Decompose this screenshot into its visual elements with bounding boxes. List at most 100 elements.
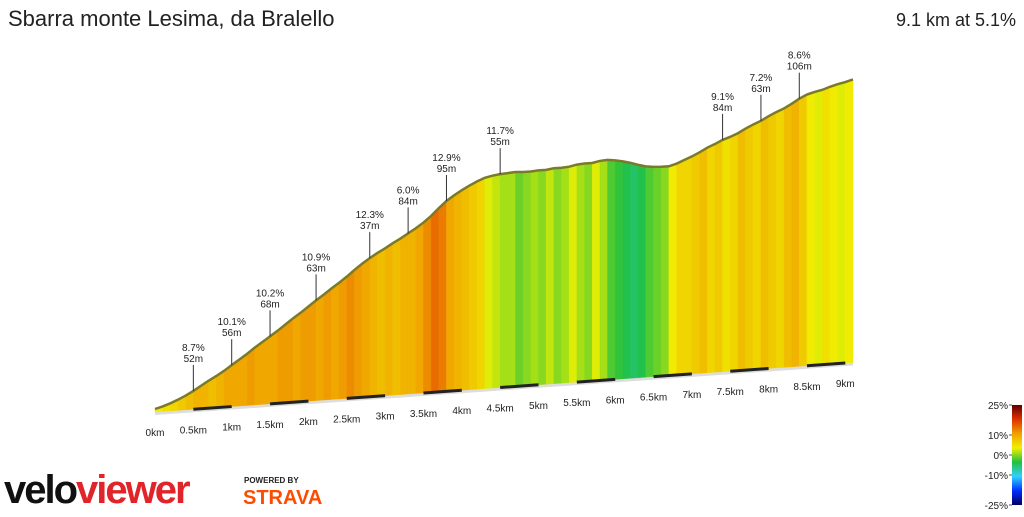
x-tick-label: 2.5km (333, 414, 360, 425)
x-tick-label: 8.5km (793, 382, 820, 393)
gradient-segment (492, 173, 501, 389)
gradient-segment (515, 171, 524, 387)
gradient-segment (499, 172, 509, 388)
gradient-segment (346, 269, 355, 399)
gradient-segment (822, 86, 831, 365)
gradient-segment (745, 124, 754, 371)
tick-mark (423, 388, 462, 395)
gradient-segment (615, 160, 624, 380)
annotation-gradient: 8.7% (182, 343, 205, 354)
gradient-segment (415, 222, 424, 394)
gradient-segment (799, 94, 808, 367)
gradient-segment (538, 169, 547, 386)
annotation-length: 84m (713, 103, 732, 114)
gradient-segment (323, 288, 332, 401)
tick-mark (730, 366, 769, 373)
gradient-segment (576, 163, 585, 383)
annotation-gradient: 8.6% (788, 51, 811, 62)
gradient-segment (760, 115, 769, 370)
gradient-segment (354, 263, 363, 399)
x-tick-label: 2km (299, 417, 318, 428)
gradient-segment (269, 330, 278, 405)
annotation-length: 63m (306, 263, 325, 274)
gradient-segment (308, 299, 317, 402)
x-tick-label: 3.5km (410, 409, 437, 420)
annotation-gradient: 10.2% (256, 288, 284, 299)
gradient-segment (423, 215, 432, 394)
gradient-segment (407, 227, 416, 395)
tick-mark (193, 405, 232, 411)
gradient-segment (783, 103, 792, 368)
colorbar (1012, 405, 1022, 505)
gradient-segment (561, 166, 570, 384)
colorbar-label: -25% (985, 501, 1008, 512)
x-tick-label: 3km (376, 412, 395, 423)
gradient-segment (676, 159, 685, 376)
annotation-length: 52m (184, 354, 203, 365)
gradient-segment (300, 306, 309, 402)
annotation-length: 56m (222, 328, 241, 339)
x-tick-label: 1.5km (256, 420, 283, 431)
gradient-segment (791, 98, 800, 368)
gradient-segment (622, 161, 631, 380)
gradient-segment (630, 162, 639, 379)
x-tick-label: 5.5km (563, 398, 590, 409)
gradient-segment (668, 163, 677, 376)
tick-mark (653, 372, 693, 379)
gradient-segment (338, 276, 347, 400)
gradient-segment (384, 242, 393, 396)
gradient-segment (768, 111, 777, 369)
gradient-segment (691, 151, 700, 375)
gradient-segment (584, 162, 593, 382)
gradient-segment (722, 136, 731, 372)
gradient-segment (714, 139, 723, 373)
gradient-segment (530, 170, 539, 386)
annotation-gradient: 10.9% (302, 252, 330, 263)
gradient-segment (645, 166, 654, 378)
gradient-segment (254, 341, 263, 406)
annotation-gradient: 6.0% (397, 185, 420, 196)
annotation-length: 55m (490, 137, 509, 148)
colorbar-label: 0% (994, 451, 1009, 462)
gradient-segment (331, 282, 340, 400)
gradient-segment (707, 143, 716, 374)
strava-logo: STRAVA (243, 487, 322, 509)
gradient-segment (292, 312, 301, 403)
gradient-segment (392, 238, 401, 396)
gradient-segment (361, 257, 370, 398)
gradient-segment (469, 181, 478, 390)
colorbar-label: -10% (985, 471, 1008, 482)
x-tick-label: 5km (529, 401, 548, 412)
gradient-segment (599, 159, 608, 381)
x-tick-label: 4.5km (487, 404, 514, 415)
gradient-segment (461, 185, 470, 391)
x-tick-label: 9km (836, 379, 855, 390)
annotation-gradient: 7.2% (750, 73, 773, 84)
gradient-segment (829, 83, 838, 365)
tick-mark (500, 383, 539, 390)
gradient-segment (568, 164, 578, 383)
gradient-segment (430, 207, 439, 393)
gradient-segment (684, 156, 693, 375)
tick-mark (806, 361, 846, 368)
gradient-segment (806, 91, 815, 366)
annotation-gradient: 10.1% (218, 317, 246, 328)
gradient-segment (545, 168, 555, 385)
gradient-segment (239, 353, 248, 407)
gradient-segment (231, 359, 240, 407)
annotation-length: 95m (437, 164, 456, 175)
gradient-segment (246, 347, 255, 406)
gradient-segment (776, 108, 785, 369)
logo: veloviewer (4, 468, 190, 512)
gradient-segment (553, 167, 562, 384)
annotation-gradient: 11.7% (486, 126, 514, 137)
logo-part: viewer (76, 468, 190, 512)
gradient-segment (285, 317, 294, 403)
gradient-segment (369, 252, 378, 397)
annotation-gradient: 9.1% (711, 92, 734, 103)
x-tick-label: 6.5km (640, 393, 667, 404)
chart-title: Sbarra monte Lesima, da Bralello (8, 6, 335, 31)
gradient-segment (522, 171, 532, 387)
annotation-length: 84m (398, 196, 417, 207)
gradient-segment (607, 159, 616, 381)
